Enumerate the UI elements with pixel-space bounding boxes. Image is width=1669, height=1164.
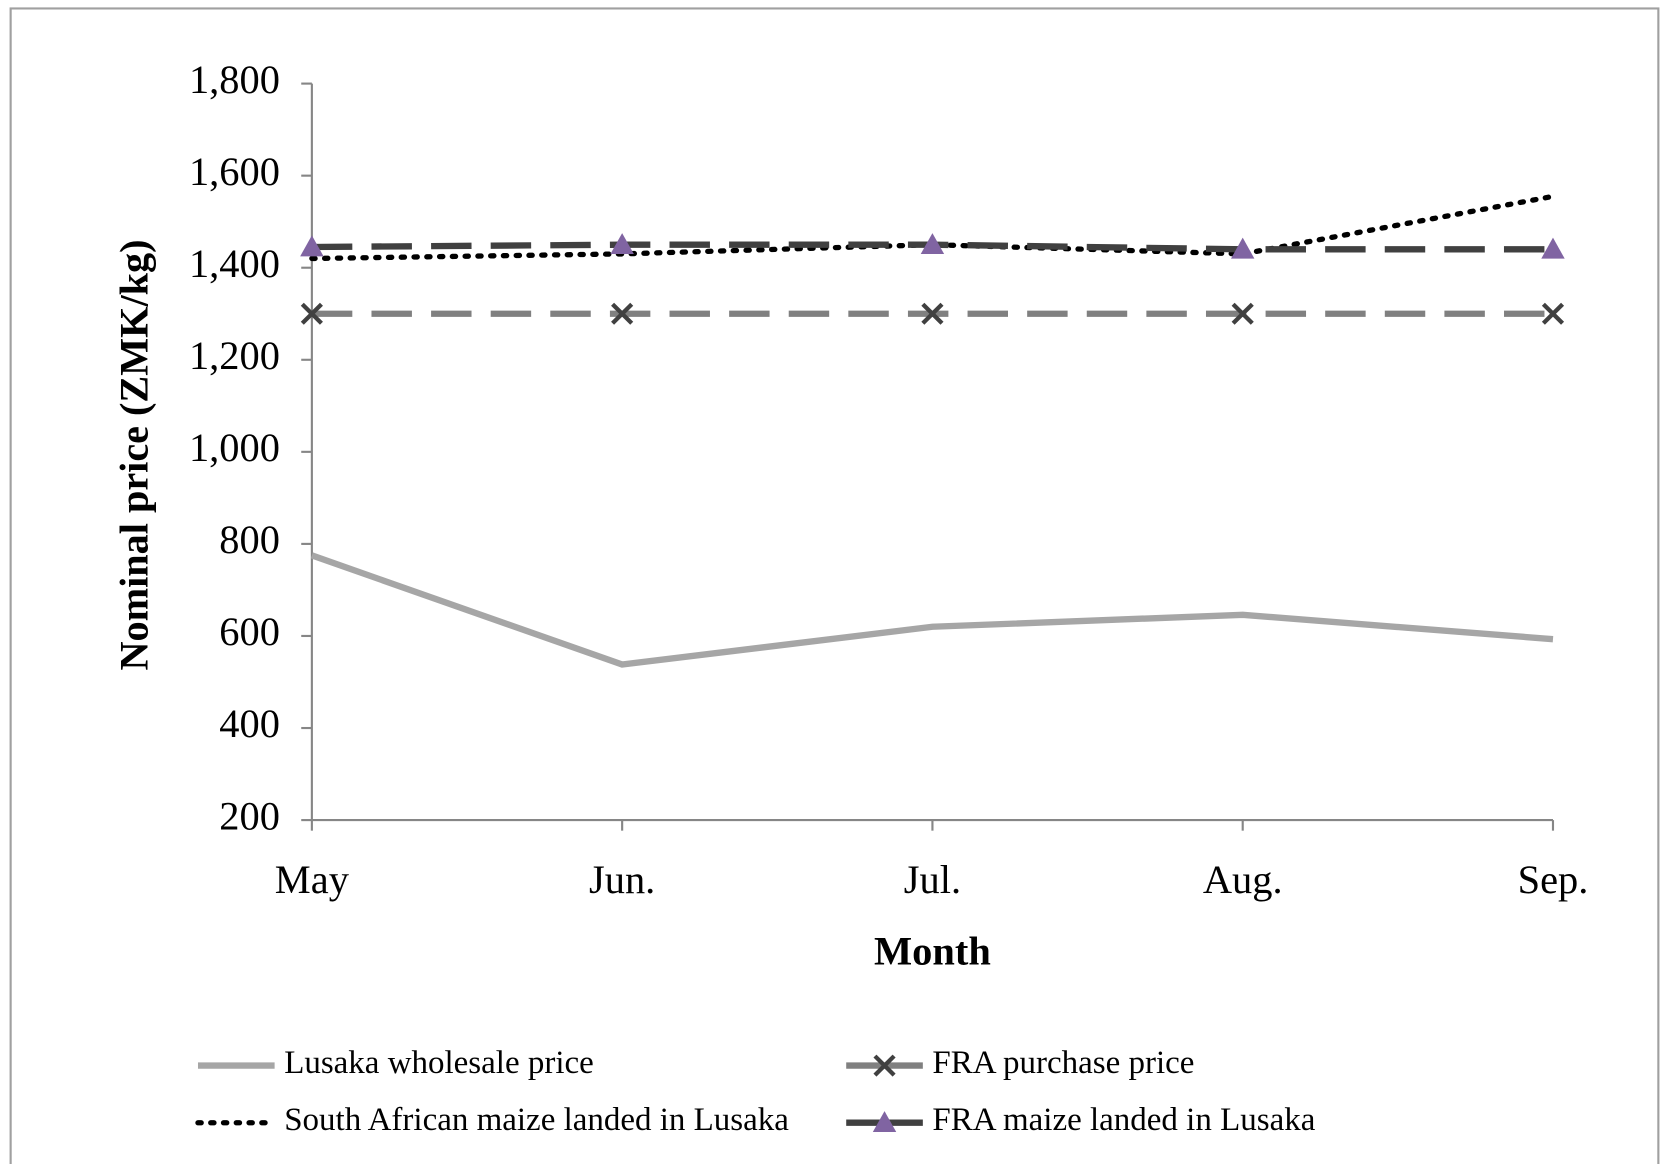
x-tick-label: Jul. <box>904 857 961 902</box>
legend-label: Lusaka wholesale price <box>284 1045 594 1081</box>
x-axis-title: Month <box>874 929 991 974</box>
data-point <box>610 233 634 255</box>
y-tick-label: 1,400 <box>189 241 280 286</box>
y-tick-label: 1,600 <box>189 149 280 194</box>
y-tick-label: 1,000 <box>189 425 280 470</box>
data-point <box>1231 302 1254 325</box>
y-axis-title: Nominal price (ZMK/kg) <box>112 240 157 671</box>
x-tick-label: Aug. <box>1203 857 1283 902</box>
legend-label: FRA maize landed in Lusaka <box>932 1102 1315 1138</box>
legend-label: South African maize landed in Lusaka <box>284 1102 789 1138</box>
data-point <box>1230 237 1255 259</box>
x-tick-label: May <box>275 857 349 902</box>
y-tick-label: 600 <box>219 609 280 654</box>
chart-frame <box>9 7 1660 1164</box>
y-tick-label: 1,800 <box>189 57 280 102</box>
x-tick-label: Sep. <box>1518 857 1589 902</box>
y-tick-label: 400 <box>219 701 280 746</box>
y-tick-label: 800 <box>219 517 280 562</box>
data-point <box>920 233 945 255</box>
data-point <box>921 302 944 325</box>
data-point <box>1541 302 1565 325</box>
data-point <box>300 235 324 257</box>
legend-marker <box>873 1054 896 1077</box>
series-line <box>310 552 1554 668</box>
x-tick-label: Jun. <box>589 857 655 902</box>
series-line <box>309 193 1556 262</box>
data-point <box>1541 237 1565 259</box>
data-point <box>611 302 634 325</box>
legend-label: FRA purchase price <box>932 1045 1194 1081</box>
data-point <box>300 302 323 325</box>
legend-marker <box>872 1111 897 1133</box>
y-tick-label: 1,200 <box>189 333 280 378</box>
y-tick-label: 200 <box>219 793 280 838</box>
